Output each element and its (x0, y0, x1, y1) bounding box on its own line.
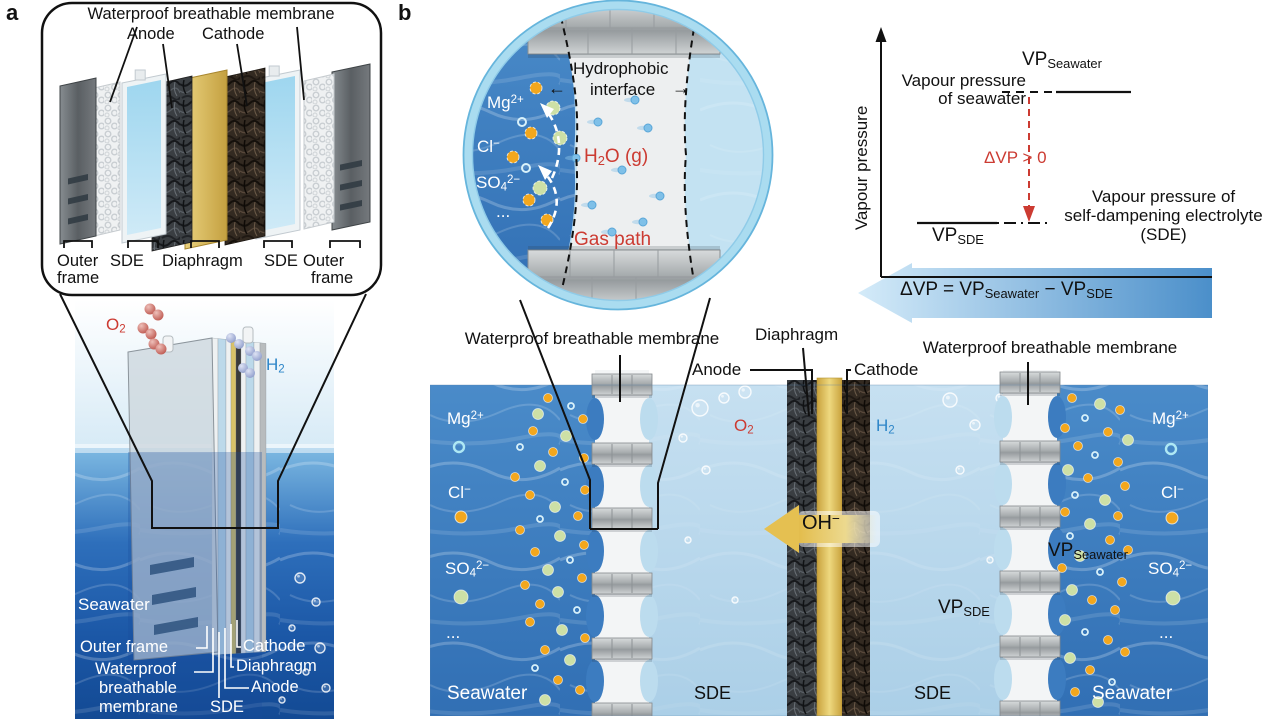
vp-graph (858, 27, 1212, 323)
sde-vp-text-3: (SDE) (1140, 225, 1187, 244)
panel-b-section (430, 370, 1208, 716)
b-left-ellipsis-label: ... (446, 623, 461, 642)
b-vp-seawater-label: VPSeawater (1048, 540, 1128, 562)
oh-label: OH− (802, 511, 840, 535)
a-anode-label: Anode (127, 25, 175, 43)
a-outer-frame-left-label: Outer frame (57, 252, 100, 288)
a-outer-frame-right-label: Outer frame (303, 252, 354, 288)
a-sde-right-label: SDE (264, 252, 298, 270)
seawater-vp-text-1: Vapour pressure (901, 71, 1026, 90)
circle-ellipsis-label: ... (496, 202, 511, 221)
delta-vp-label: ΔVP > 0 (984, 148, 1047, 167)
a-cathode-label: Cathode (202, 25, 265, 43)
a-waterproof-label-2: breathable (99, 679, 177, 697)
b-h2-label: H2 (876, 416, 895, 437)
y-axis-label: Vapour pressure (852, 105, 872, 231)
a-outer-frame-scene-label: Outer frame (80, 638, 169, 656)
a-cathode-scene-label: Cathode (243, 637, 306, 655)
zoom-circle (462, 0, 774, 311)
sde-vp-text-2: self-dampening electrolyte (1064, 206, 1263, 225)
a-h2-label: H2 (266, 355, 285, 376)
panel-a-exploded (40, 1, 383, 529)
b-diaphragm-label: Diaphragm (755, 325, 839, 344)
a-waterproof-label-1: Waterproof (95, 660, 177, 678)
a-sde-scene-label: SDE (210, 698, 244, 716)
gas-path-label: Gas path (574, 229, 652, 250)
b-anode-label: Anode (692, 360, 742, 379)
b-sde-left-label: SDE (694, 683, 732, 703)
b-seawater-right-label: Seawater (1092, 683, 1173, 704)
a-diaphragm-scene-label: Diaphragm (236, 657, 317, 675)
seawater-vp-text-2: of seawater (938, 89, 1026, 108)
b-left-so4-label: SO42− (445, 559, 490, 580)
a-anode-scene-label: Anode (251, 678, 299, 696)
a-sde-left-label: SDE (110, 252, 144, 270)
a-diaphragm-label: Diaphragm (162, 252, 243, 270)
b-membrane-left-label: Waterproof breathable membrane (464, 329, 720, 348)
circle-mg-label: Mg2+ (487, 93, 524, 113)
a-o2-label: O2 (106, 315, 126, 336)
hydrophobic-label-2: interface (590, 80, 656, 99)
b-cathode-label: Cathode (854, 360, 919, 379)
panel-a-scene (75, 300, 334, 719)
b-membrane-right-label: Waterproof breathable membrane (922, 338, 1178, 357)
b-right-mg-label: Mg2+ (1152, 409, 1189, 429)
delta-vp-formula: ΔVP = VPSeawater − VPSDE (900, 279, 1113, 301)
b-vp-sde-label: VPSDE (938, 597, 990, 619)
a-waterproof-label-3: membrane (99, 698, 178, 716)
panel-a-letter: a (6, 0, 19, 25)
right-arrow-icon: → (672, 78, 690, 98)
circle-so4-label: SO42− (476, 173, 521, 194)
vp-sde-graph-label: VPSDE (932, 225, 984, 247)
b-right-ellipsis-label: ... (1159, 623, 1174, 642)
section-pointers (519, 297, 1029, 530)
b-right-cl-label: Cl− (1161, 483, 1184, 503)
b-o2-label: O2 (734, 416, 754, 437)
b-left-cl-label: Cl− (448, 483, 471, 503)
b-seawater-left-label: Seawater (447, 683, 528, 704)
h2o-gas-label: H2O (g) (584, 146, 649, 168)
panel-b-letter: b (398, 0, 412, 25)
circle-cl-label: Cl− (477, 137, 500, 157)
hydrophobic-label-1: Hydrophobic (573, 59, 669, 78)
left-arrow-icon: ← (548, 78, 566, 98)
b-sde-right-label: SDE (914, 683, 952, 703)
a-membrane-label: Waterproof breathable membrane (87, 5, 335, 23)
b-left-mg-label: Mg2+ (447, 409, 484, 429)
sde-vp-text-1: Vapour pressure of (1091, 187, 1236, 206)
vp-seawater-graph-label: VPSeawater (1022, 49, 1102, 71)
a-seawater-label: Seawater (78, 595, 150, 614)
b-right-so4-label: SO42− (1148, 559, 1193, 580)
